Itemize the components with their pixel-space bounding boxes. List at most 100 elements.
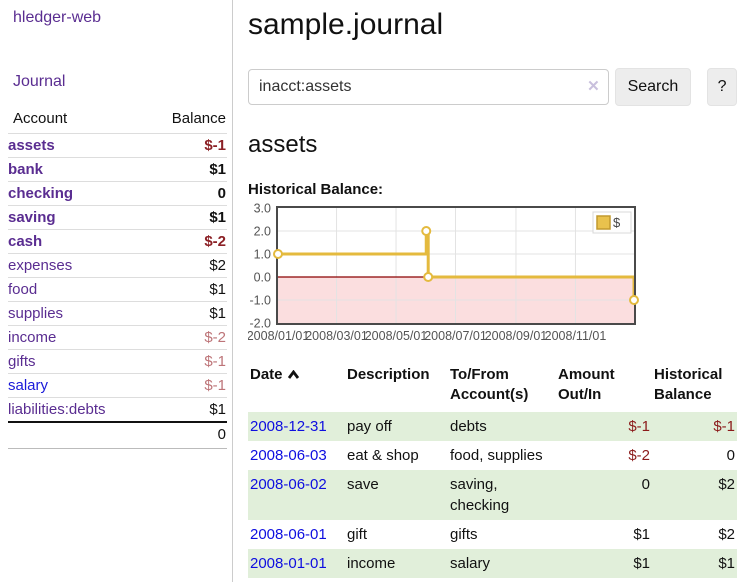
sidebar-account-gifts[interactable]: gifts xyxy=(8,353,36,370)
register-row: 2008-06-03 eat & shop food, supplies $-2… xyxy=(248,441,737,470)
data-point-marker xyxy=(423,272,434,282)
y-tick-label: 1.0 xyxy=(254,248,271,262)
transaction-amount: $1 xyxy=(633,526,650,543)
sort-ascending-icon xyxy=(287,365,300,385)
register-header-row: Date Description To/From Account(s) Amou… xyxy=(248,361,737,412)
register-row: 2008-01-01 income salary $1 $1 xyxy=(248,549,737,578)
clear-search-icon[interactable]: ✕ xyxy=(587,78,600,95)
x-tick-label: 2008/03/01 xyxy=(305,329,368,343)
register-row: 2008-12-31 pay off debts $-1 $-1 xyxy=(248,412,737,441)
transaction-accounts: debts xyxy=(450,418,487,435)
account-balance: $-1 xyxy=(143,133,227,158)
chart-legend: $ xyxy=(592,211,632,234)
register-row: 2008-06-02 save saving, checking 0 $2 xyxy=(248,470,737,520)
chart-plot-area: $3.0 2.0 1.0 0.0 -1.0 -2.02008/01/012008/03/0… xyxy=(248,202,639,343)
account-balance: $1 xyxy=(143,301,227,326)
account-balance: $2 xyxy=(143,253,227,278)
sidebar-account-supplies[interactable]: supplies xyxy=(8,305,64,322)
brand-link[interactable]: hledger-web xyxy=(13,9,102,26)
account-balance: $-1 xyxy=(143,373,227,398)
sidebar-account-food[interactable]: food xyxy=(8,281,38,298)
transaction-date-link[interactable]: 2008-06-02 xyxy=(250,476,327,493)
register-header-description: Description xyxy=(347,366,430,383)
help-button[interactable]: ? xyxy=(707,68,738,106)
transaction-amount: 0 xyxy=(641,476,650,493)
account-row: liabilities:debts $1 xyxy=(8,397,227,422)
data-point-marker xyxy=(421,226,432,236)
sidebar-account-liabilities-debts[interactable]: liabilities:debts xyxy=(8,401,106,418)
transaction-balance: $1 xyxy=(718,555,735,572)
transaction-description: gift xyxy=(347,526,368,543)
transaction-balance: $2 xyxy=(718,476,735,493)
page-title: sample.journal xyxy=(248,8,444,41)
x-tick-label: 2008/09/01 xyxy=(485,329,548,343)
transaction-accounts: food, supplies xyxy=(450,447,543,464)
sidebar-account-expenses[interactable]: expenses xyxy=(8,257,73,274)
transaction-accounts: gifts xyxy=(450,526,478,543)
legend-label: $ xyxy=(613,215,621,230)
account-title: assets xyxy=(248,131,318,158)
account-row: cash $-2 xyxy=(8,229,227,254)
accounts-table: Account Balance assets $-1 bank $1 check… xyxy=(8,107,227,449)
account-row: food $1 xyxy=(8,277,227,302)
transaction-description: income xyxy=(347,555,396,572)
sidebar-account-salary[interactable]: salary xyxy=(8,377,49,394)
account-row: gifts $-1 xyxy=(8,349,227,374)
transaction-description: eat & shop xyxy=(347,447,419,464)
transaction-date-link[interactable]: 2008-06-01 xyxy=(250,526,327,543)
historical-balance-chart: $3.0 2.0 1.0 0.0 -1.0 -2.02008/01/012008/03/0… xyxy=(248,202,639,343)
x-tick-label: 2008/05/01 xyxy=(365,329,428,343)
register-header-date[interactable]: Date xyxy=(248,361,345,412)
transaction-balance: 0 xyxy=(726,447,735,464)
register-header-amount: Amount Out/In xyxy=(558,366,615,403)
transaction-date-link[interactable]: 2008-01-01 xyxy=(250,555,327,572)
y-tick-label: 3.0 xyxy=(254,202,271,216)
sidebar: hledger-web Journal Account Balance asse… xyxy=(0,0,233,582)
sidebar-account-income[interactable]: income xyxy=(8,329,57,346)
sidebar-account-checking[interactable]: checking xyxy=(8,185,74,202)
account-row: expenses $2 xyxy=(8,253,227,278)
accounts-header-balance: Balance xyxy=(171,110,226,127)
accounts-total-value: 0 xyxy=(143,421,227,449)
account-row: bank $1 xyxy=(8,157,227,182)
accounts-total-row: 0 xyxy=(8,421,227,449)
legend-swatch xyxy=(596,215,611,230)
account-balance: $1 xyxy=(143,205,227,230)
account-balance: $1 xyxy=(143,157,227,182)
account-balance: 0 xyxy=(143,181,227,206)
transaction-amount: $1 xyxy=(633,555,650,572)
account-balance: $1 xyxy=(143,277,227,302)
transaction-balance: $-1 xyxy=(713,418,735,435)
transaction-date-link[interactable]: 2008-06-03 xyxy=(250,447,327,464)
accounts-header-account: Account xyxy=(13,110,68,127)
accounts-header-row: Account Balance xyxy=(8,107,227,134)
chart-heading: Historical Balance: xyxy=(248,181,384,198)
y-tick-label: 0.0 xyxy=(254,271,271,285)
data-point-marker xyxy=(273,249,283,259)
search-form: ✕ Search ? xyxy=(248,68,738,106)
register-row: 2008-06-01 gift gifts $1 $2 xyxy=(248,520,737,549)
sidebar-account-bank[interactable]: bank xyxy=(8,161,44,178)
account-row: income $-2 xyxy=(8,325,227,350)
account-row: assets $-1 xyxy=(8,133,227,158)
account-row: checking 0 xyxy=(8,181,227,206)
account-balance: $-2 xyxy=(143,325,227,350)
transaction-date-link[interactable]: 2008-12-31 xyxy=(250,418,327,435)
sidebar-account-cash[interactable]: cash xyxy=(8,233,43,250)
sidebar-account-saving[interactable]: saving xyxy=(8,209,56,226)
y-tick-label: -2.0 xyxy=(249,317,271,331)
plot-border xyxy=(276,206,636,325)
accounts-total-spacer xyxy=(8,421,144,449)
transaction-amount: $-1 xyxy=(628,418,650,435)
sidebar-account-assets[interactable]: assets xyxy=(8,137,55,154)
search-input[interactable] xyxy=(248,69,609,105)
account-balance: $1 xyxy=(143,397,227,422)
search-button[interactable]: Search xyxy=(614,68,692,106)
register-header-balance: Historical Balance xyxy=(654,366,723,403)
sidebar-item-journal[interactable]: Journal xyxy=(13,73,66,90)
x-tick-label: 2008/07/01 xyxy=(424,329,487,343)
transaction-description: pay off xyxy=(347,418,392,435)
x-tick-label: 2008/01/01 xyxy=(248,329,309,343)
y-tick-label: -1.0 xyxy=(249,294,271,308)
transaction-accounts: salary xyxy=(450,555,491,572)
